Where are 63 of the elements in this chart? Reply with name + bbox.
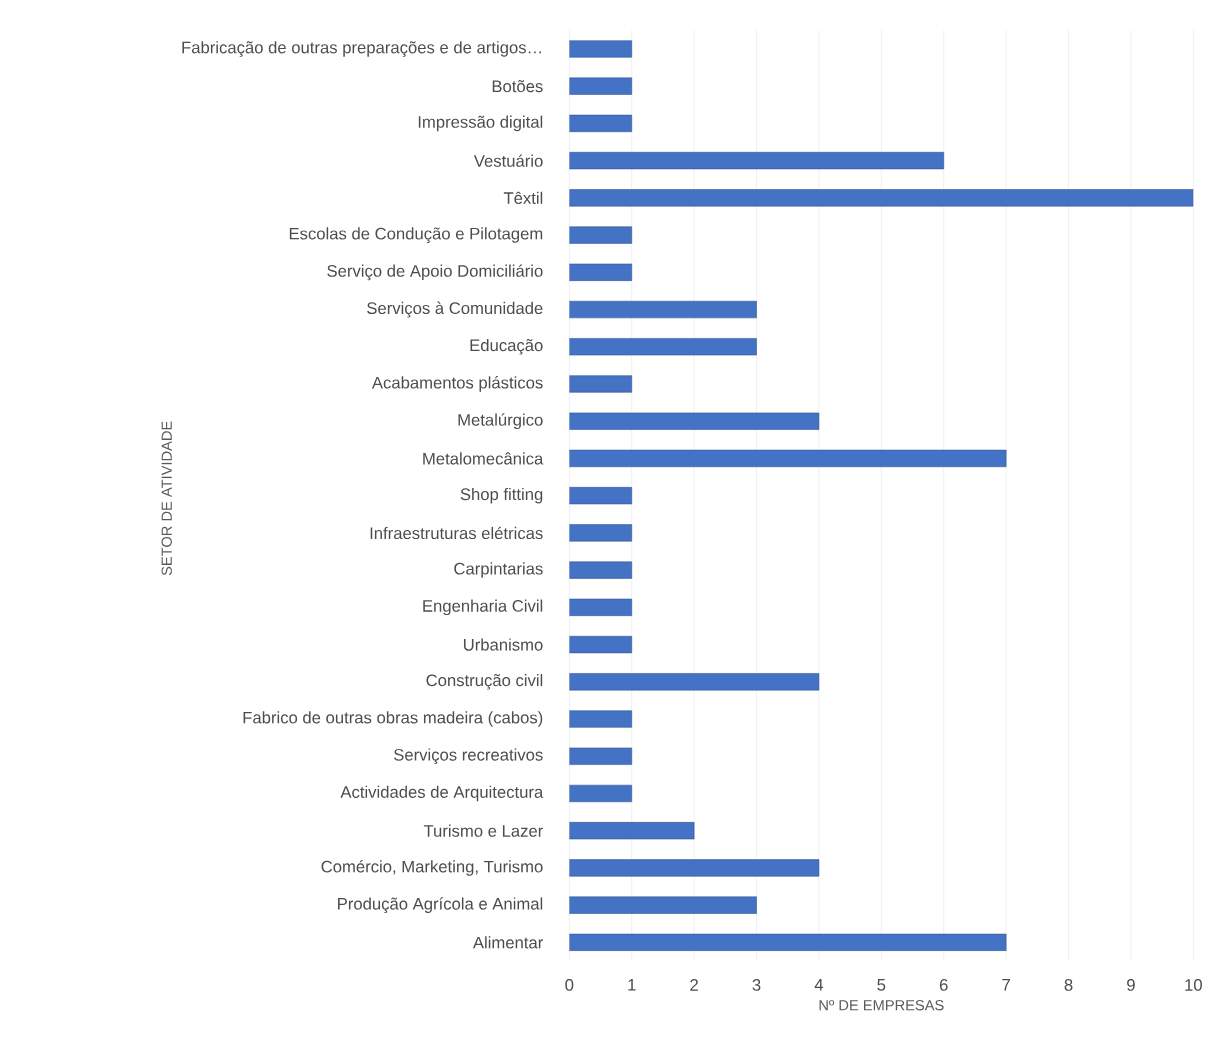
bar (569, 673, 820, 691)
bar (569, 822, 695, 840)
x-tick-label: 4 (814, 979, 824, 991)
y-tick-label: Shop fitting (460, 487, 543, 504)
x-tick-label: 0 (565, 979, 574, 991)
bar (569, 189, 1194, 207)
y-tick-label: Metalomecânica (423, 452, 544, 465)
bar (569, 375, 632, 393)
x-tick-label: 3 (752, 979, 761, 991)
y-tick-label: Botões (492, 80, 543, 93)
y-tick-label: Alimentar (472, 936, 543, 949)
y-tick-label: Impressão digital (418, 115, 543, 132)
bar (569, 487, 632, 505)
y-tick-label: Serviço de Apoio Domiciliário (327, 264, 543, 281)
bar (569, 784, 632, 803)
y-tick-label: Fabricação de outras preparações e de artigos… (182, 41, 541, 57)
bar (569, 152, 944, 170)
y-tick-label: Construção civil (426, 673, 543, 690)
bar (569, 77, 632, 95)
bar (569, 561, 632, 579)
x-tick-label: 10 (1185, 979, 1202, 991)
x-tick-label: 2 (690, 979, 698, 991)
y-tick-label: Fabrico de outras obras madeira (cabos) (243, 711, 543, 727)
bar (569, 263, 632, 281)
bar (569, 226, 632, 244)
y-tick-label: Actividades de Arquitectura (340, 785, 544, 802)
y-axis-title: SETOR DE ATIVIDADE (161, 421, 172, 576)
y-tick-label: Vestuário (473, 154, 543, 167)
y-tick-label: Têxtil (503, 191, 543, 204)
bar (569, 635, 632, 654)
y-tick-label: Serviços recreativos (393, 748, 543, 765)
x-tick-label: 1 (628, 979, 636, 991)
bar (569, 524, 632, 542)
y-tick-label: Produção Agrícola e Animal (338, 897, 543, 914)
y-tick-label: Carpintarias (454, 562, 543, 578)
x-tick-label: 7 (1002, 979, 1010, 991)
x-tick-label: 5 (877, 979, 886, 991)
bar (569, 114, 632, 132)
bar (569, 933, 1007, 951)
bar (569, 710, 632, 728)
y-tick-label: Serviços à Comunidade (367, 301, 543, 318)
y-tick-label: Escolas de Condução e Pilotagem (289, 227, 543, 243)
y-tick-label: Urbanismo (463, 638, 543, 651)
x-tick-label: 6 (939, 979, 948, 991)
bar (569, 896, 757, 914)
bar (569, 449, 1007, 468)
y-tick-label: Acabamentos plásticos (371, 376, 543, 392)
y-tick-label: Infraestruturas elétricas (370, 526, 543, 540)
y-tick-label: Comércio, Marketing, Turismo (321, 860, 543, 876)
bar (569, 747, 632, 765)
bar (569, 859, 820, 877)
y-tick-label: Educação (470, 338, 543, 355)
y-tick-label: Turismo e Lazer (423, 824, 543, 837)
bar (569, 412, 820, 430)
y-tick-label: Metalúrgico (458, 413, 543, 430)
x-axis-title: Nº DE EMPRESAS (819, 1000, 944, 1011)
bar (569, 40, 632, 58)
bar (569, 598, 632, 616)
x-tick-label: 9 (1127, 979, 1135, 991)
y-tick-label: Engenharia Civil (423, 599, 543, 616)
x-tick-label: 8 (1064, 979, 1073, 991)
bar (569, 300, 757, 319)
bar (569, 338, 757, 356)
